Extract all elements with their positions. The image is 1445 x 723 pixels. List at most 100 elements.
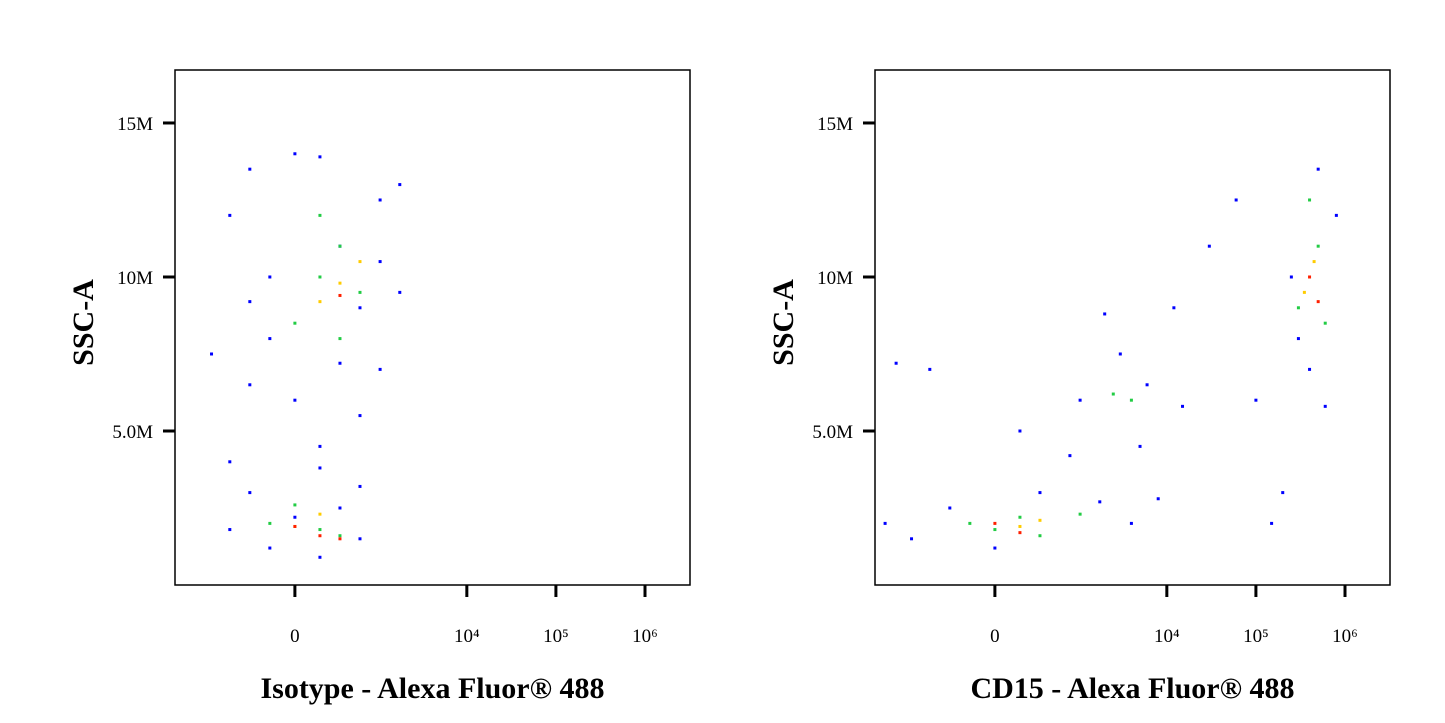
event-dot xyxy=(228,460,232,464)
event-dot xyxy=(248,491,252,495)
x-axis-label: Isotype - Alexa Fluor® 488 xyxy=(260,672,604,705)
event-dot xyxy=(318,534,322,538)
y-axis-label: SSC-A xyxy=(67,279,100,366)
event-dot xyxy=(968,521,972,525)
event-dot xyxy=(1118,352,1122,356)
event-dot xyxy=(228,213,232,217)
event-dot xyxy=(318,155,322,159)
y-tick-label: 5.0M xyxy=(112,422,153,443)
event-dot xyxy=(358,290,362,294)
event-dot xyxy=(1138,444,1142,448)
event-dot xyxy=(318,512,322,516)
event-dot xyxy=(293,321,297,325)
event-dot xyxy=(1172,306,1176,310)
event-dot xyxy=(398,183,402,187)
event-dot xyxy=(268,337,272,341)
event-dot xyxy=(993,528,997,532)
event-dot xyxy=(358,414,362,418)
event-dot xyxy=(1129,398,1133,402)
event-dot xyxy=(358,306,362,310)
event-dot xyxy=(1181,404,1185,408)
x-tick-label: 10⁵ xyxy=(543,626,569,647)
event-dot xyxy=(338,506,342,510)
event-dot xyxy=(894,361,898,365)
event-dot xyxy=(1316,167,1320,171)
event-dot xyxy=(248,167,252,171)
y-tick-label: 15M xyxy=(817,114,853,135)
event-dot xyxy=(910,537,914,541)
event-dot xyxy=(1078,398,1082,402)
event-dot xyxy=(1078,512,1082,516)
event-dot xyxy=(1296,306,1300,310)
event-dot xyxy=(318,528,322,532)
event-dot xyxy=(268,546,272,550)
x-tick-label: 10⁴ xyxy=(454,626,480,647)
event-dot xyxy=(1281,491,1285,495)
event-dot xyxy=(1302,290,1306,294)
event-dot xyxy=(1018,515,1022,519)
event-dot xyxy=(248,383,252,387)
event-dot xyxy=(318,213,322,217)
event-dot xyxy=(1103,312,1107,316)
event-dot xyxy=(1038,491,1042,495)
event-dot xyxy=(318,444,322,448)
event-dot xyxy=(378,260,382,264)
event-dot xyxy=(1098,500,1102,504)
y-axis-label: SSC-A xyxy=(767,279,800,366)
event-dot xyxy=(318,555,322,559)
event-dot xyxy=(248,300,252,304)
event-dot xyxy=(1308,275,1312,279)
event-dot xyxy=(928,367,932,371)
y-tick-label: 15M xyxy=(117,114,153,135)
event-dot xyxy=(293,503,297,507)
event-dot xyxy=(1316,244,1320,248)
event-dot xyxy=(338,537,342,541)
x-tick-label: 10⁴ xyxy=(1154,626,1180,647)
event-dot xyxy=(1334,213,1338,217)
x-tick-label: 0 xyxy=(290,626,300,647)
event-dot xyxy=(1038,534,1042,538)
y-tick-label: 5.0M xyxy=(812,422,853,443)
event-dot xyxy=(398,290,402,294)
event-dot xyxy=(293,524,297,528)
event-dot xyxy=(228,528,232,532)
event-dot xyxy=(1018,531,1022,535)
event-dot xyxy=(358,260,362,264)
x-tick-label: 10⁵ xyxy=(1243,626,1269,647)
event-dot xyxy=(293,398,297,402)
event-dot xyxy=(1207,244,1211,248)
event-dot xyxy=(338,361,342,365)
event-dot xyxy=(1289,275,1293,279)
event-dot xyxy=(338,534,342,538)
event-dot xyxy=(318,300,322,304)
event-dot xyxy=(948,506,952,510)
event-dot xyxy=(1018,429,1022,433)
event-dot xyxy=(1308,367,1312,371)
event-dot xyxy=(1312,260,1316,264)
event-dot xyxy=(338,244,342,248)
x-tick-label: 0 xyxy=(990,626,1000,647)
plot-frame xyxy=(174,69,691,586)
event-dot xyxy=(210,352,214,356)
event-dot xyxy=(1296,337,1300,341)
event-dot xyxy=(1316,300,1320,304)
x-tick-label: 10⁶ xyxy=(1332,626,1358,647)
event-dot xyxy=(993,546,997,550)
event-dot xyxy=(1018,524,1022,528)
event-dot xyxy=(318,275,322,279)
event-dot xyxy=(1323,404,1327,408)
event-dot xyxy=(1270,521,1274,525)
event-dot xyxy=(378,367,382,371)
event-dot xyxy=(268,521,272,525)
x-axis-label: CD15 - Alexa Fluor® 488 xyxy=(970,672,1294,705)
event-dot xyxy=(993,521,997,525)
event-dot xyxy=(1111,392,1115,396)
event-dot xyxy=(338,337,342,341)
event-dot xyxy=(883,521,887,525)
event-dot xyxy=(1323,321,1327,325)
event-dot xyxy=(1254,398,1258,402)
y-tick-label: 10M xyxy=(817,268,853,289)
event-dot xyxy=(1234,198,1238,202)
x-tick-label: 10⁶ xyxy=(632,626,658,647)
